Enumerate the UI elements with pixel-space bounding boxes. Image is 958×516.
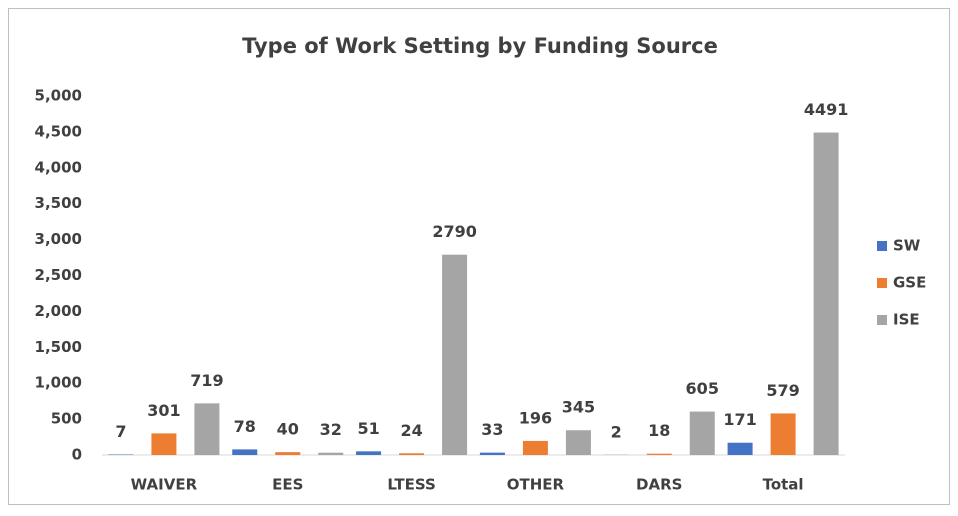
- x-tick-label: Total: [763, 476, 804, 494]
- data-label: 605: [686, 379, 719, 398]
- y-tick-label: 500: [51, 410, 82, 428]
- y-tick-label: 1,500: [35, 338, 82, 356]
- legend-label: ISE: [893, 311, 920, 329]
- y-tick-label: 4,500: [35, 122, 82, 140]
- chart-title: Type of Work Setting by Funding Source: [242, 34, 718, 58]
- bar: [647, 454, 672, 455]
- bar: [771, 413, 796, 455]
- y-tick-label: 4,000: [35, 158, 82, 176]
- data-label: 51: [357, 419, 379, 438]
- x-tick-label: DARS: [636, 476, 682, 494]
- data-label: 4491: [804, 100, 849, 119]
- bar: [232, 449, 257, 455]
- data-label: 2790: [432, 222, 477, 241]
- x-tick-label: OTHER: [507, 476, 565, 494]
- x-tick-label: LTESS: [387, 476, 436, 494]
- bar: [442, 255, 467, 455]
- data-label: 345: [562, 398, 595, 417]
- data-label: 171: [723, 410, 756, 429]
- x-tick-label: WAIVER: [131, 476, 198, 494]
- data-label: 40: [277, 420, 299, 439]
- data-label: 7: [115, 422, 126, 441]
- bar: [814, 133, 839, 455]
- bar: [356, 451, 381, 455]
- x-tick-label: EES: [272, 476, 303, 494]
- y-tick-label: 1,000: [35, 374, 82, 392]
- data-label: 33: [481, 420, 503, 439]
- y-tick-label: 2,500: [35, 266, 82, 284]
- bar: [566, 430, 591, 455]
- data-label: 719: [190, 371, 223, 390]
- bar: [523, 441, 548, 455]
- data-label: 196: [519, 408, 552, 427]
- y-tick-label: 2,000: [35, 302, 82, 320]
- bar: [275, 452, 300, 455]
- data-label: 579: [766, 381, 799, 400]
- bar: [728, 443, 753, 455]
- data-label: 301: [147, 401, 180, 420]
- data-label: 2: [611, 422, 622, 441]
- bar: [151, 433, 176, 455]
- data-label: 24: [400, 421, 422, 440]
- bar: [194, 403, 219, 455]
- bar: [108, 454, 133, 455]
- legend-label: GSE: [893, 274, 926, 292]
- data-label: 18: [648, 421, 670, 440]
- y-tick-label: 3,000: [35, 230, 82, 248]
- legend-swatch: [877, 315, 887, 325]
- legend-swatch: [877, 278, 887, 288]
- bar: [690, 412, 715, 455]
- y-tick-label: 3,500: [35, 194, 82, 212]
- bar: [318, 453, 343, 455]
- bar: [399, 453, 424, 455]
- y-tick-label: 0: [72, 446, 82, 464]
- data-label: 32: [320, 420, 342, 439]
- legend-label: SW: [893, 237, 921, 255]
- bar: [480, 453, 505, 455]
- data-label: 78: [234, 417, 256, 436]
- chart-border: [9, 9, 950, 505]
- y-tick-label: 5,000: [35, 87, 82, 105]
- legend-swatch: [877, 241, 887, 251]
